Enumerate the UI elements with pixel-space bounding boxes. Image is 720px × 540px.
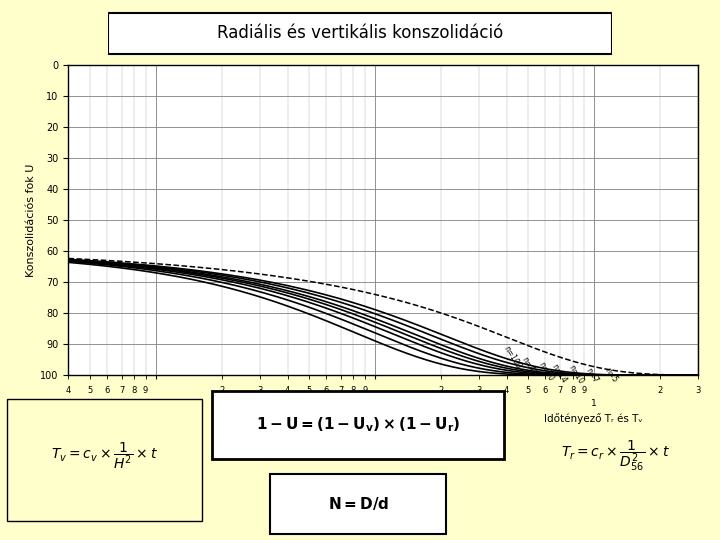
Text: 7: 7 <box>119 386 125 395</box>
Text: $\mathbf{N=D/d}$: $\mathbf{N=D/d}$ <box>328 495 390 512</box>
Text: n=7: n=7 <box>584 366 600 384</box>
Text: Radiális és vertikális konszolidáció: Radiális és vertikális konszolidáció <box>217 24 503 42</box>
FancyBboxPatch shape <box>7 399 202 521</box>
Text: 5: 5 <box>526 386 531 395</box>
Text: 9: 9 <box>362 386 367 395</box>
Text: 7: 7 <box>338 386 343 395</box>
Text: 6: 6 <box>323 386 329 395</box>
Y-axis label: Konszolidációs fok U: Konszolidációs fok U <box>26 164 36 276</box>
Text: 1: 1 <box>591 399 597 408</box>
Text: n=40: n=40 <box>520 355 539 377</box>
Text: $10^{-2}$: $10^{-2}$ <box>145 399 167 411</box>
Text: n=14: n=14 <box>550 362 569 385</box>
Text: 4: 4 <box>66 386 71 395</box>
Text: 4: 4 <box>285 386 290 395</box>
Text: 9: 9 <box>143 386 148 395</box>
Text: n=20: n=20 <box>537 360 556 383</box>
FancyBboxPatch shape <box>270 474 446 534</box>
Text: Időtényező Tᵣ és Tᵥ: Időtényező Tᵣ és Tᵥ <box>544 413 643 423</box>
Text: n=5: n=5 <box>603 366 619 384</box>
Text: $\mathbf{1 - U = (1 - U_v) \times (1 - U_r)}$: $\mathbf{1 - U = (1 - U_v) \times (1 - U… <box>256 416 461 434</box>
Text: 9: 9 <box>581 386 587 395</box>
Text: 5: 5 <box>87 386 92 395</box>
Text: 2: 2 <box>657 386 662 395</box>
Text: 3: 3 <box>477 386 482 395</box>
Text: $T_r = c_r \times \dfrac{1}{D^2_{56}} \times t$: $T_r = c_r \times \dfrac{1}{D^2_{56}} \t… <box>561 438 670 473</box>
Text: $10^{-1}$: $10^{-1}$ <box>364 399 386 411</box>
Text: 8: 8 <box>570 386 575 395</box>
Text: n=100: n=100 <box>502 344 523 371</box>
Text: 8: 8 <box>351 386 356 395</box>
Text: 6: 6 <box>543 386 548 395</box>
Text: 3: 3 <box>696 386 701 395</box>
Text: 8: 8 <box>132 386 137 395</box>
Text: n=10: n=10 <box>567 364 585 386</box>
Text: 2: 2 <box>438 386 444 395</box>
Text: 6: 6 <box>104 386 109 395</box>
Text: 2: 2 <box>219 386 224 395</box>
FancyBboxPatch shape <box>108 13 612 55</box>
Text: 5: 5 <box>306 386 311 395</box>
Text: 3: 3 <box>258 386 263 395</box>
Text: 7: 7 <box>557 386 562 395</box>
FancyBboxPatch shape <box>212 391 504 459</box>
Text: 4: 4 <box>504 386 509 395</box>
Text: $T_v = c_v \times \dfrac{1}{H^2} \times t$: $T_v = c_v \times \dfrac{1}{H^2} \times … <box>51 440 158 471</box>
